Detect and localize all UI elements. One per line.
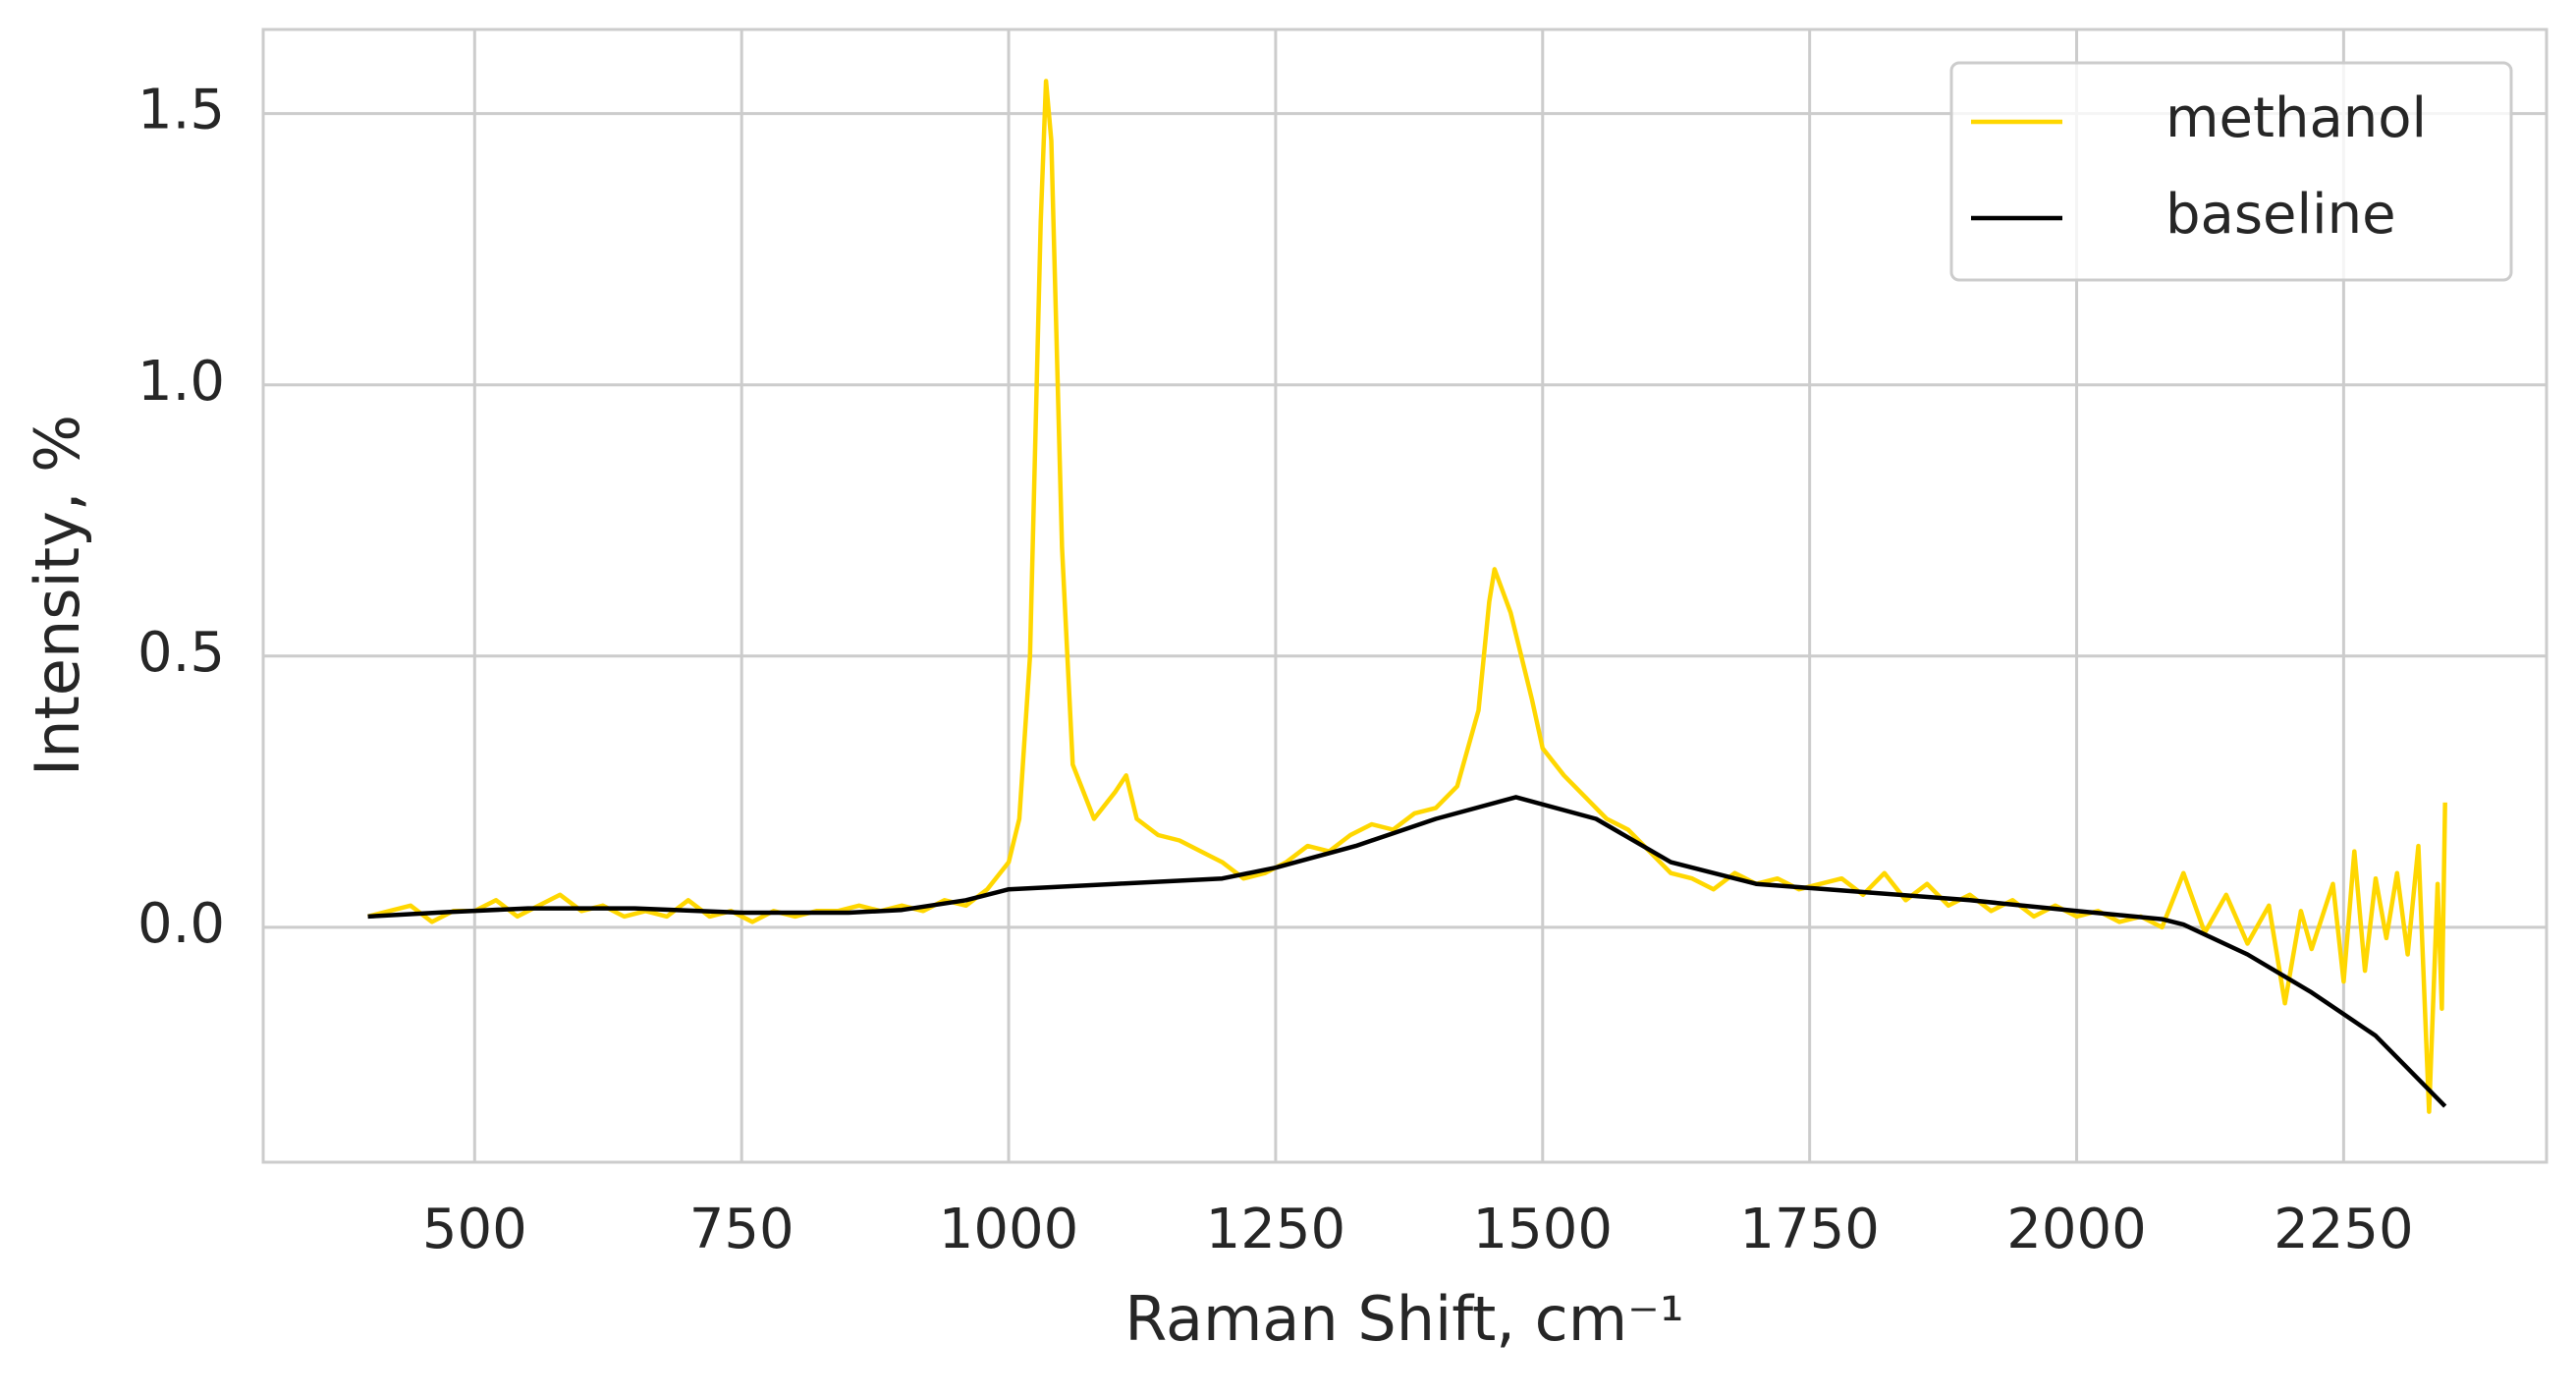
legend-label: baseline bbox=[2165, 183, 2396, 247]
x-tick-label: 1250 bbox=[1206, 1198, 1346, 1261]
x-axis-label: Raman Shift, cm⁻¹ bbox=[1124, 1283, 1684, 1355]
legend: methanol baseline bbox=[1949, 61, 2513, 282]
y-tick-label: 0.5 bbox=[137, 621, 225, 685]
legend-frame bbox=[1949, 61, 2513, 282]
axes-frame bbox=[261, 28, 2549, 1164]
y-tick-label: 0.0 bbox=[137, 892, 225, 956]
legend-label: methanol bbox=[2165, 86, 2427, 150]
y-tick-label: 1.5 bbox=[137, 79, 225, 142]
x-tick-label: 1000 bbox=[939, 1198, 1079, 1261]
plot-area bbox=[367, 79, 2447, 1114]
y-tick-label: 1.0 bbox=[137, 350, 225, 414]
x-tick-label: 1750 bbox=[1739, 1198, 1880, 1261]
x-tick-label: 500 bbox=[422, 1198, 527, 1261]
x-tick-label: 2250 bbox=[2274, 1198, 2414, 1261]
x-tick-label: 1500 bbox=[1473, 1198, 1614, 1261]
x-tick-label: 2000 bbox=[2006, 1198, 2147, 1261]
series-line bbox=[367, 795, 2447, 1108]
x-tick-label: 750 bbox=[689, 1198, 795, 1261]
y-axis-label: Intensity, % bbox=[22, 415, 93, 776]
